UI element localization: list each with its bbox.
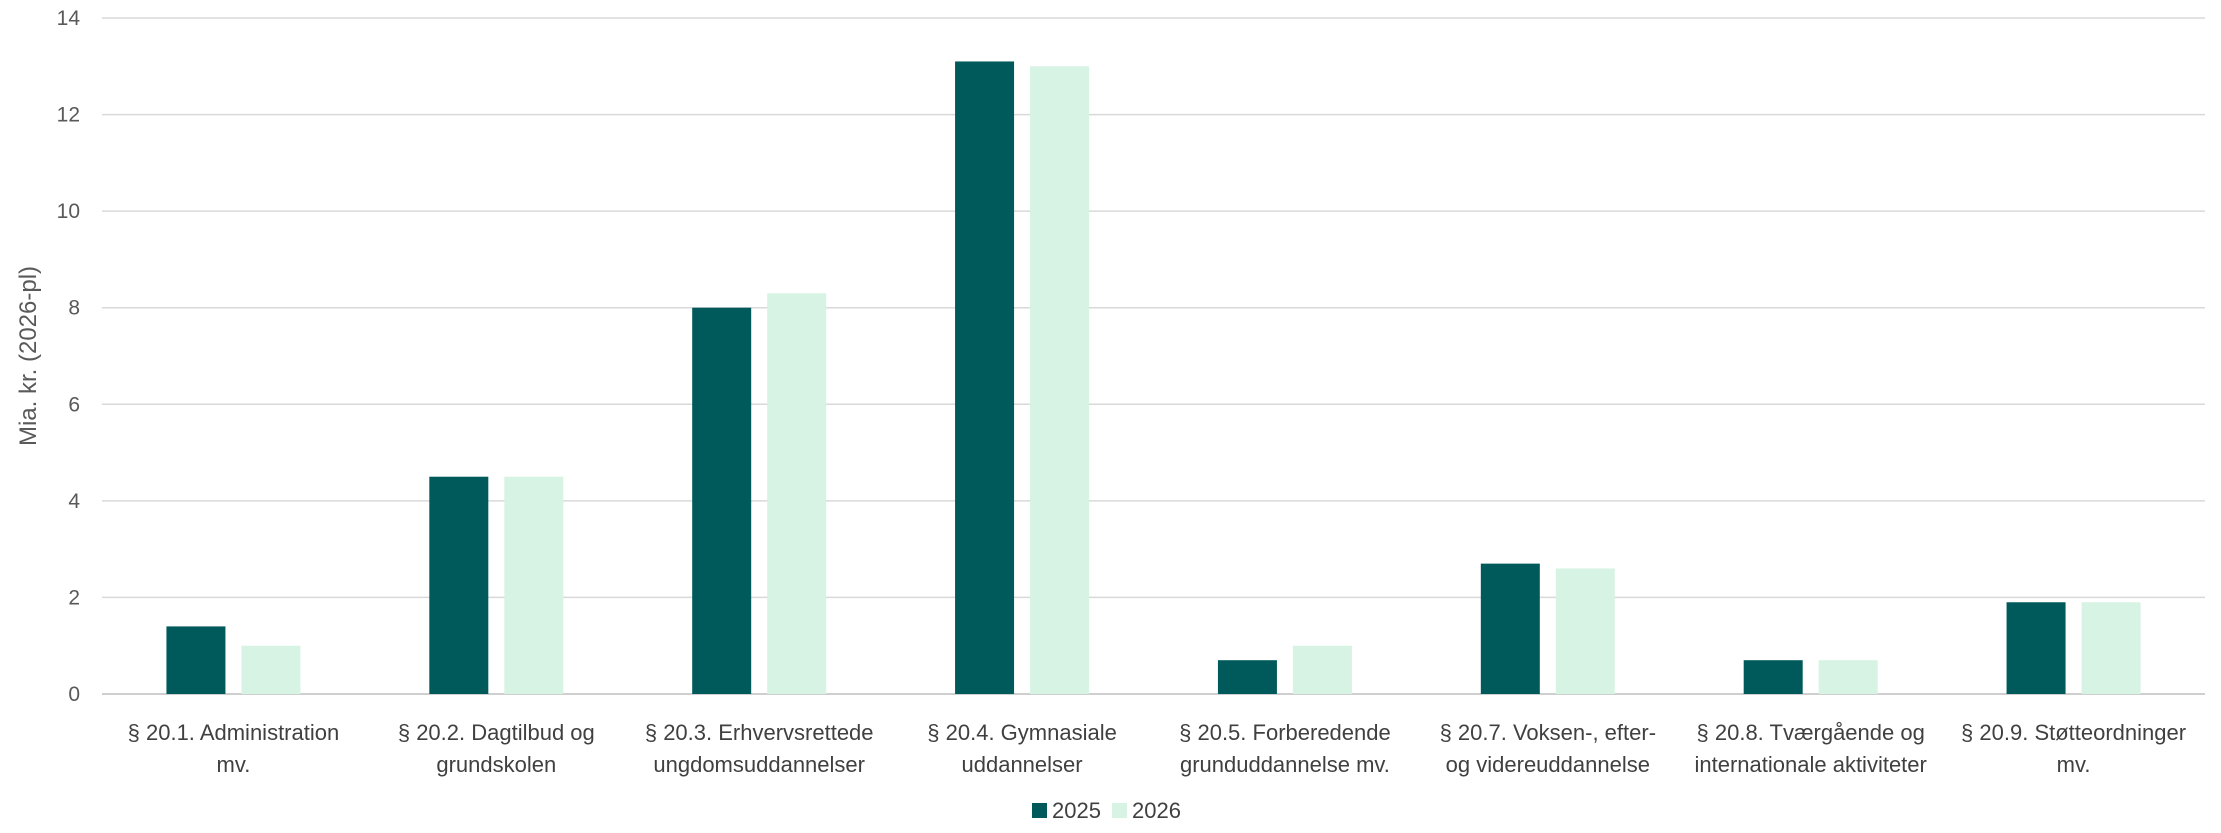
x-tick-label-line: uddannelser — [962, 752, 1083, 777]
x-tick-label-line: og videreuddannelse — [1446, 752, 1650, 777]
x-tick-label-line: § 20.4. Gymnasiale — [927, 720, 1117, 745]
y-axis-label: Mia. kr. (2026-pl) — [15, 266, 42, 446]
bar-2026-2 — [504, 476, 564, 694]
x-tick-label: § 20.7. Voksen-, efter-og videreuddannel… — [1440, 720, 1656, 777]
y-tick-label: 0 — [68, 683, 80, 706]
x-tick-label-line: § 20.9. Støtteordninger — [1961, 720, 2186, 745]
x-tick-label: § 20.8. Tværgående og internationale akti… — [1695, 720, 1927, 777]
x-tick-label-line: § 20.2. Dagtilbud og — [398, 720, 595, 745]
x-tick-label-line: mv. — [2057, 752, 2091, 777]
bar-2026-6 — [1555, 568, 1615, 694]
bar-2025-3 — [692, 307, 752, 694]
x-tick-label: § 20.4. Gymnasiale uddannelser — [927, 720, 1117, 777]
y-tick-label: 6 — [68, 393, 80, 416]
legend-swatch-2026 — [1112, 803, 1127, 818]
y-tick-label: 4 — [68, 490, 80, 513]
bar-2025-2 — [429, 476, 489, 694]
x-tick-label-line: mv. — [217, 752, 251, 777]
x-tick-label-line: § 20.7. Voksen-, efter- — [1440, 720, 1656, 745]
legend-label: 2025 — [1052, 798, 1101, 823]
x-tick-label-line: grunduddannelse mv. — [1180, 752, 1390, 777]
y-tick-label: 8 — [68, 297, 80, 320]
y-tick-label: 2 — [68, 586, 80, 609]
bar-2026-5 — [1292, 645, 1352, 694]
x-tick-label-line: § 20.1. Administration — [128, 720, 340, 745]
bar-2026-7 — [1818, 660, 1878, 694]
x-tick-label: § 20.9. Støtteordninger mv. — [1961, 720, 2186, 777]
x-tick-label-line: § 20.8. Tværgående og — [1697, 720, 1925, 745]
x-tick-label: § 20.2. Dagtilbud og grundskolen — [398, 720, 595, 777]
y-tick-label: 12 — [57, 104, 80, 127]
y-tick-label: 10 — [57, 200, 80, 223]
x-tick-label: § 20.3. Erhvervsrettede ungdomsuddannelse… — [645, 720, 874, 777]
x-tick-label: § 20.5. Forberedende grunduddannelse mv. — [1179, 720, 1391, 777]
bar-2026-4 — [1030, 66, 1090, 695]
x-tick-label: § 20.1. Administration mv. — [128, 720, 340, 777]
bar-2026-8 — [2081, 602, 2141, 694]
bar-2025-1 — [166, 626, 226, 694]
bar-2025-7 — [1743, 660, 1803, 694]
legend-swatch-2025 — [1032, 803, 1047, 818]
x-tick-label-line: ungdomsuddannelser — [653, 752, 865, 777]
bar-2026-1 — [241, 645, 301, 694]
x-tick-label-line: grundskolen — [436, 752, 556, 777]
x-tick-label-line: § 20.5. Forberedende — [1179, 720, 1391, 745]
x-tick-label-line: internationale aktiviteter — [1695, 752, 1927, 777]
x-tick-label-line: § 20.3. Erhvervsrettede — [645, 720, 874, 745]
bar-2025-5 — [1217, 660, 1277, 694]
bar-2025-8 — [2006, 602, 2066, 694]
y-tick-label: 14 — [57, 7, 81, 30]
bar-2025-4 — [955, 61, 1015, 694]
bar-2025-6 — [1480, 563, 1540, 694]
bar-2026-3 — [767, 293, 827, 694]
legend-label: 2026 — [1132, 798, 1181, 823]
